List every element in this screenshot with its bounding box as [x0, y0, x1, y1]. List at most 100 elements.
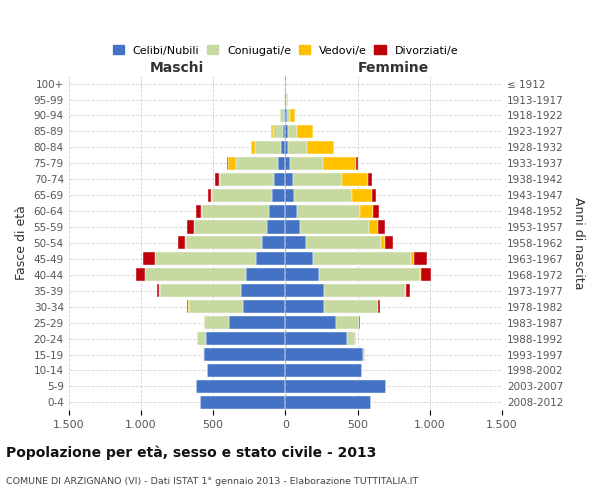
- Bar: [325, 300, 378, 313]
- Bar: [286, 188, 294, 202]
- Bar: [255, 141, 281, 154]
- Bar: [336, 316, 359, 329]
- Bar: [359, 316, 360, 329]
- Bar: [347, 332, 355, 345]
- Bar: [293, 172, 342, 186]
- Bar: [197, 332, 206, 345]
- Bar: [202, 204, 269, 218]
- Bar: [286, 252, 313, 266]
- Bar: [352, 188, 372, 202]
- Bar: [286, 220, 300, 234]
- Bar: [200, 396, 286, 409]
- Bar: [319, 268, 420, 281]
- Bar: [281, 141, 286, 154]
- Bar: [307, 141, 334, 154]
- Bar: [208, 188, 211, 202]
- Bar: [274, 172, 286, 186]
- Bar: [157, 284, 160, 298]
- Text: Maschi: Maschi: [150, 61, 204, 75]
- Bar: [278, 157, 286, 170]
- Bar: [286, 364, 362, 377]
- Bar: [297, 125, 313, 138]
- Bar: [136, 268, 145, 281]
- Bar: [241, 284, 286, 298]
- Bar: [286, 125, 288, 138]
- Bar: [284, 93, 286, 106]
- Legend: Celibi/Nubili, Coniugati/e, Vedovi/e, Divorziati/e: Celibi/Nubili, Coniugati/e, Vedovi/e, Di…: [108, 41, 463, 60]
- Bar: [286, 300, 325, 313]
- Y-axis label: Fasce di età: Fasce di età: [15, 206, 28, 281]
- Bar: [288, 141, 307, 154]
- Bar: [188, 300, 244, 313]
- Bar: [305, 236, 381, 250]
- Bar: [206, 332, 286, 345]
- Bar: [269, 204, 286, 218]
- Bar: [286, 141, 288, 154]
- Bar: [187, 300, 188, 313]
- Bar: [286, 284, 325, 298]
- Bar: [196, 204, 201, 218]
- Bar: [378, 300, 380, 313]
- Bar: [219, 172, 220, 186]
- Bar: [283, 125, 286, 138]
- Bar: [160, 284, 241, 298]
- Bar: [287, 109, 290, 122]
- Bar: [323, 157, 356, 170]
- Bar: [286, 380, 386, 393]
- Bar: [247, 268, 286, 281]
- Y-axis label: Anni di nascita: Anni di nascita: [572, 196, 585, 289]
- Bar: [364, 348, 365, 361]
- Bar: [215, 172, 219, 186]
- Bar: [286, 348, 364, 361]
- Bar: [342, 172, 368, 186]
- Bar: [372, 188, 376, 202]
- Bar: [266, 220, 286, 234]
- Bar: [290, 157, 323, 170]
- Bar: [227, 157, 228, 170]
- Bar: [284, 109, 286, 122]
- Bar: [286, 204, 297, 218]
- Bar: [288, 125, 297, 138]
- Bar: [272, 188, 286, 202]
- Bar: [286, 157, 290, 170]
- Bar: [286, 109, 287, 122]
- Bar: [185, 236, 262, 250]
- Bar: [203, 348, 205, 361]
- Bar: [406, 284, 410, 298]
- Bar: [290, 109, 295, 122]
- Bar: [369, 220, 378, 234]
- Bar: [381, 236, 385, 250]
- Bar: [356, 157, 358, 170]
- Bar: [229, 316, 286, 329]
- Text: COMUNE DI ARZIGNANO (VI) - Dati ISTAT 1° gennaio 2013 - Elaborazione TUTTITALIA.: COMUNE DI ARZIGNANO (VI) - Dati ISTAT 1°…: [6, 477, 418, 486]
- Bar: [262, 236, 286, 250]
- Bar: [411, 252, 414, 266]
- Bar: [300, 220, 369, 234]
- Bar: [208, 364, 286, 377]
- Bar: [236, 157, 278, 170]
- Bar: [421, 268, 431, 281]
- Bar: [145, 268, 247, 281]
- Bar: [313, 252, 411, 266]
- Bar: [286, 268, 319, 281]
- Bar: [273, 125, 283, 138]
- Bar: [194, 220, 266, 234]
- Bar: [297, 204, 361, 218]
- Bar: [205, 316, 229, 329]
- Bar: [201, 204, 202, 218]
- Bar: [420, 268, 421, 281]
- Bar: [251, 141, 255, 154]
- Bar: [187, 220, 194, 234]
- Bar: [178, 236, 185, 250]
- Bar: [211, 188, 212, 202]
- Bar: [414, 252, 427, 266]
- Bar: [228, 157, 236, 170]
- Bar: [325, 284, 405, 298]
- Bar: [378, 220, 385, 234]
- Bar: [286, 396, 371, 409]
- Bar: [294, 188, 352, 202]
- Bar: [244, 300, 286, 313]
- Bar: [155, 252, 256, 266]
- Bar: [286, 316, 336, 329]
- Bar: [143, 252, 155, 266]
